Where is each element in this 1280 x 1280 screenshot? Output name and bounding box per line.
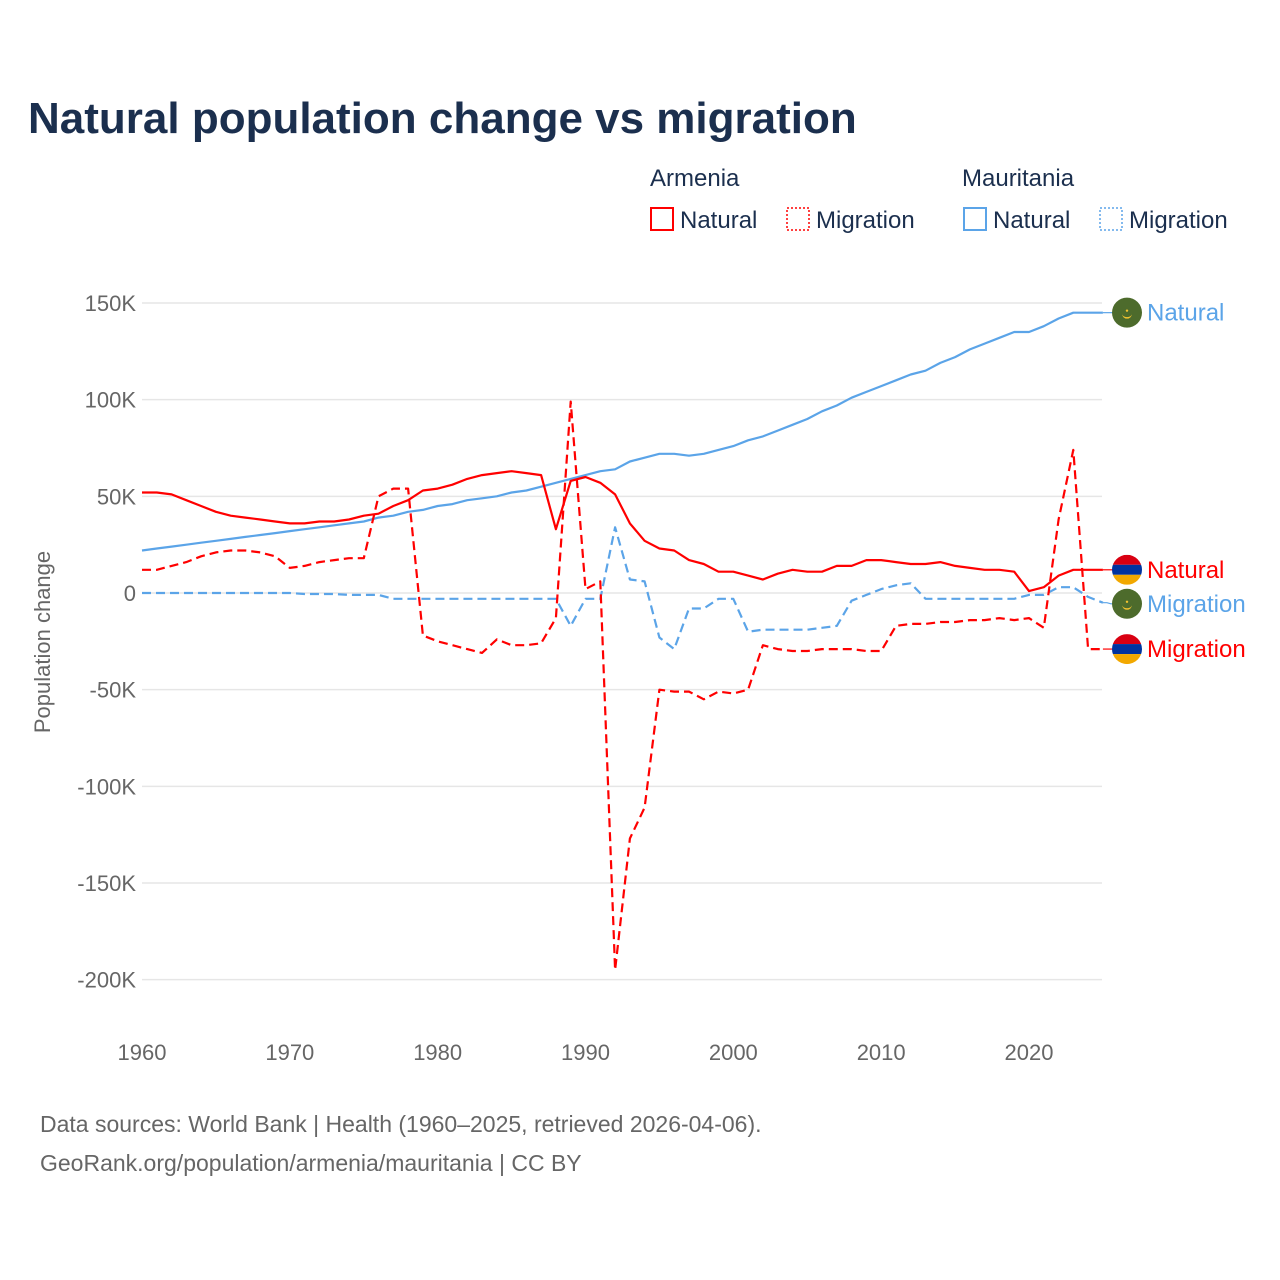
end-label-mauritania-migration: Migration bbox=[1102, 588, 1246, 619]
legend-mauritania-natural[interactable]: Natural bbox=[993, 207, 1070, 234]
flag-stripe-red bbox=[1112, 554, 1142, 565]
y-tick-label: -200K bbox=[77, 968, 136, 993]
armenia-flag-icon bbox=[1112, 554, 1142, 585]
legend-country-mauritania: Mauritania bbox=[962, 165, 1075, 192]
leader-line bbox=[1102, 602, 1113, 605]
chart-title: Natural population change vs migration bbox=[28, 94, 857, 143]
legend-swatch-mauritania-migration bbox=[1099, 207, 1123, 231]
y-axis-label: Population change bbox=[30, 551, 55, 733]
legend: Armenia Natural Migration Mauritania Nat… bbox=[650, 165, 1228, 234]
crescent-icon bbox=[1122, 313, 1132, 319]
legend-mauritania-migration[interactable]: Migration bbox=[1129, 207, 1228, 234]
flag-stripe-orange bbox=[1112, 574, 1142, 585]
end-label-text: Natural bbox=[1147, 300, 1224, 327]
legend-swatch-armenia-migration bbox=[786, 207, 810, 231]
y-tick-label: -100K bbox=[77, 774, 136, 799]
mauritania-flag-icon bbox=[1112, 297, 1142, 328]
y-tick-label: -50K bbox=[90, 678, 137, 703]
y-tick-label: 100K bbox=[85, 388, 137, 413]
end-label-armenia-natural: Natural bbox=[1102, 554, 1224, 585]
star-icon bbox=[1125, 309, 1129, 312]
y-axis-ticks: 150K 100K 50K 0 -50K -100K -150K -200K bbox=[77, 291, 136, 993]
y-tick-label: 150K bbox=[85, 291, 137, 316]
x-tick-label: 2020 bbox=[1005, 1040, 1054, 1065]
gridlines bbox=[142, 302, 1102, 981]
star-icon bbox=[1125, 600, 1129, 603]
y-tick-label: 0 bbox=[124, 581, 136, 606]
end-label-text: Migration bbox=[1147, 591, 1246, 618]
x-tick-label: 1960 bbox=[118, 1040, 167, 1065]
line-mauritania-migration bbox=[142, 526, 1104, 651]
line-armenia-natural bbox=[142, 470, 1103, 593]
flag-stripe-blue bbox=[1112, 564, 1142, 575]
x-tick-label: 2000 bbox=[709, 1040, 758, 1065]
source-line-1: Data sources: World Bank | Health (1960–… bbox=[40, 1111, 762, 1137]
end-label-armenia-migration: Migration bbox=[1102, 634, 1246, 665]
end-label-text: Migration bbox=[1147, 636, 1246, 663]
x-axis-ticks: 1960 1970 1980 1990 2000 2010 2020 bbox=[118, 1040, 1054, 1065]
legend-swatch-mauritania-natural bbox=[963, 207, 987, 231]
x-tick-label: 1980 bbox=[413, 1040, 462, 1065]
mauritania-flag-icon bbox=[1112, 588, 1142, 619]
line-armenia-migration bbox=[142, 400, 1103, 972]
x-tick-label: 2010 bbox=[857, 1040, 906, 1065]
x-tick-label: 1970 bbox=[265, 1040, 314, 1065]
end-label-text: Natural bbox=[1147, 557, 1224, 584]
x-tick-label: 1990 bbox=[561, 1040, 610, 1065]
legend-swatch-armenia-natural bbox=[650, 207, 674, 231]
crescent-icon bbox=[1122, 604, 1132, 610]
legend-armenia-natural[interactable]: Natural bbox=[680, 207, 757, 234]
flag-stripe-red bbox=[1112, 634, 1142, 645]
legend-armenia-migration[interactable]: Migration bbox=[816, 207, 915, 234]
legend-country-armenia: Armenia bbox=[650, 165, 740, 192]
armenia-flag-icon bbox=[1112, 634, 1142, 665]
y-tick-label: -150K bbox=[77, 871, 136, 896]
flag-stripe-orange bbox=[1112, 654, 1142, 665]
series-lines bbox=[141, 311, 1104, 972]
source-line-2[interactable]: GeoRank.org/population/armenia/mauritani… bbox=[40, 1150, 582, 1176]
flag-stripe-blue bbox=[1112, 644, 1142, 655]
y-tick-label: 50K bbox=[97, 484, 136, 509]
end-label-mauritania-natural: Natural bbox=[1102, 297, 1224, 328]
series-end-labels: Natural Natural Migration Migration bbox=[1102, 297, 1246, 665]
line-mauritania-natural bbox=[141, 311, 1103, 552]
